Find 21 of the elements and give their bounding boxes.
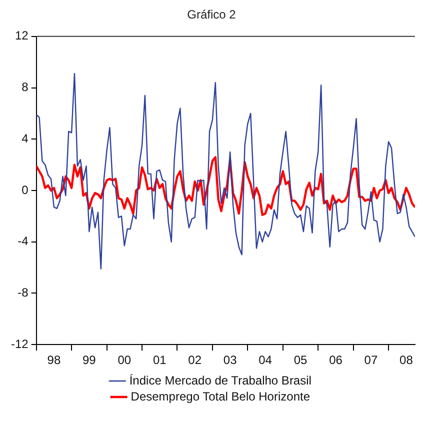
y-tick-label: 0 [22, 182, 29, 197]
y-tick-label: 12 [14, 28, 29, 43]
x-tick-label: 05 [294, 353, 308, 368]
legend-label: Desemprego Total Belo Horizonte [130, 389, 310, 404]
x-tick-label: 06 [329, 353, 343, 368]
legend-label: Índice Mercado de Trabalho Brasil [129, 373, 312, 388]
y-tick-label: -12 [11, 336, 29, 351]
y-tick-label: -4 [18, 234, 29, 248]
x-tick-label: 01 [152, 353, 167, 368]
x-tick-label: 07 [364, 353, 378, 368]
x-tick-label: 02 [188, 353, 202, 368]
y-tick-label: 4 [22, 131, 29, 146]
x-tick-label: 08 [400, 353, 414, 368]
y-tick-label: -8 [18, 286, 29, 300]
x-tick-label: 98 [47, 353, 61, 368]
x-tick-label: 00 [118, 353, 132, 368]
y-tick-label: 8 [22, 80, 29, 94]
chart-title: Gráfico 2 [187, 8, 236, 22]
x-tick-label: 99 [82, 353, 96, 368]
x-tick-label: 03 [223, 353, 238, 368]
x-tick-label: 04 [258, 353, 272, 368]
